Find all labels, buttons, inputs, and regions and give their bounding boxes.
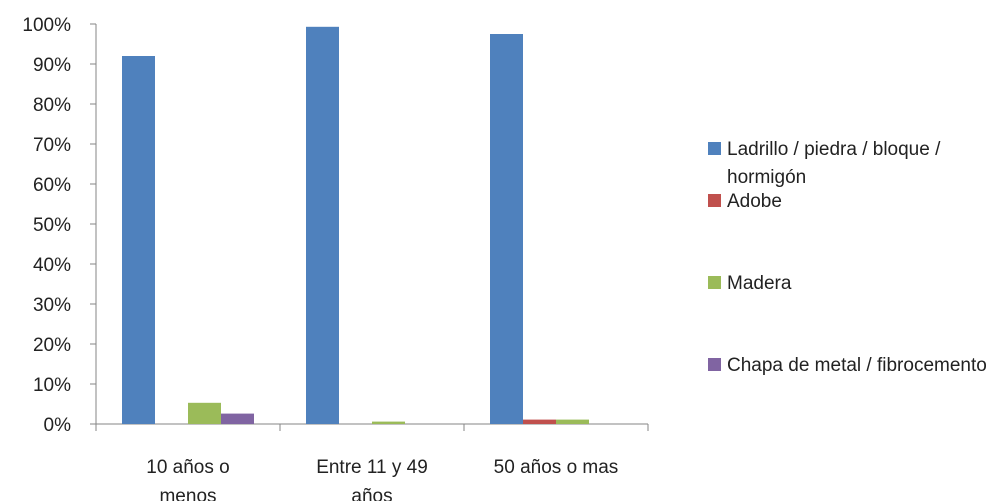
legend-swatch-adobe <box>708 194 721 207</box>
legend: Ladrillo / piedra / bloque / hormigón Ad… <box>708 0 998 501</box>
legend-swatch-ladrillo <box>708 142 721 155</box>
bar-series-2-cat-1 <box>372 421 405 424</box>
category-labels: 10 años o menos Entre 11 y 49 años 50 años o… <box>146 457 618 501</box>
legend-swatch-madera <box>708 276 721 289</box>
y-tick-label: 0% <box>44 415 72 436</box>
bar-chart: 0% 10% 20% 30% 40% 50% 60% 70% 80% 90% 100% 10 año… <box>22 15 649 501</box>
category-label: 10 años o <box>146 457 229 478</box>
bar-series-0-cat-2 <box>490 34 523 424</box>
y-tick-label: 80% <box>33 95 71 116</box>
legend-label-ladrillo: Ladrillo / piedra / bloque / hormigón <box>727 139 941 188</box>
y-tick-label: 50% <box>33 215 71 236</box>
y-tick-label: 60% <box>33 175 71 196</box>
legend-item-ladrillo: Ladrillo / piedra / bloque / hormigón <box>708 136 997 192</box>
bar-series-0-cat-0 <box>122 56 155 424</box>
bar-series-0-cat-1 <box>306 26 339 425</box>
category-label: Entre 11 y 49 <box>316 457 428 478</box>
y-tick-label: 30% <box>33 295 71 316</box>
axes <box>90 23 649 431</box>
category-label: menos <box>159 486 216 501</box>
y-tick-label: 100% <box>22 15 71 36</box>
legend-label-madera: Madera <box>727 273 792 294</box>
bar-series-3-cat-0 <box>221 413 254 424</box>
category-label: años <box>351 486 392 501</box>
y-tick-label: 40% <box>33 255 71 276</box>
y-tick-label: 70% <box>33 135 71 156</box>
legend-swatch-chapa <box>708 358 721 371</box>
category-label: 50 años o mas <box>494 457 619 478</box>
y-tick-label: 10% <box>33 375 71 396</box>
y-tick-label: 90% <box>33 55 71 76</box>
legend-item-madera: Madera <box>708 270 997 298</box>
legend-label-adobe: Adobe <box>727 191 782 212</box>
bar-series-1-cat-2 <box>523 419 556 424</box>
y-tick-label: 20% <box>33 335 71 356</box>
y-tick-labels: 0% 10% 20% 30% 40% 50% 60% 70% 80% 90% 100% <box>22 15 71 436</box>
legend-label-chapa: Chapa de metal / fibrocemento <box>727 355 987 376</box>
legend-item-chapa: Chapa de metal / fibrocemento <box>708 352 997 380</box>
bar-series-2-cat-0 <box>188 402 221 424</box>
bar-series-2-cat-2 <box>556 419 589 424</box>
bars <box>122 26 589 425</box>
legend-item-adobe: Adobe <box>708 188 997 216</box>
